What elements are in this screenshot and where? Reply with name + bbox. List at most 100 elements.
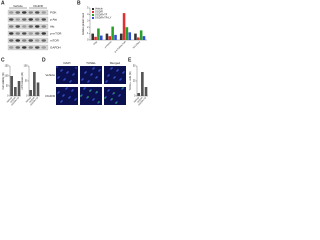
y-tick-label: 0 xyxy=(7,95,9,98)
nucleus xyxy=(72,74,74,76)
x-tick-label: OGD/R xyxy=(10,97,17,104)
nucleus xyxy=(60,70,62,72)
blot-band xyxy=(28,32,33,35)
nucleus xyxy=(89,90,91,92)
nucleus xyxy=(68,97,70,99)
blot-band xyxy=(15,32,20,35)
nucleus xyxy=(113,77,115,79)
blot-band xyxy=(35,18,40,21)
nucleus xyxy=(67,71,69,73)
micrograph xyxy=(104,87,126,105)
x-tick-label: OGD/R xyxy=(29,97,36,104)
bar xyxy=(137,93,141,96)
nucleus xyxy=(92,99,94,101)
bar xyxy=(141,72,144,96)
nucleus xyxy=(66,87,68,89)
micrograph xyxy=(56,87,78,105)
bar xyxy=(128,32,132,40)
x-tick-label: PI3K xyxy=(93,41,98,46)
nucleus xyxy=(80,95,82,97)
nucleus xyxy=(98,101,100,103)
y-tick-label: 3 xyxy=(87,19,89,22)
image-column-label: Merged xyxy=(110,61,121,65)
blot-strip xyxy=(7,23,49,30)
nucleus xyxy=(82,78,84,80)
nucleus xyxy=(114,76,116,78)
bar xyxy=(122,13,126,41)
nucleus xyxy=(66,72,68,74)
x-tick-label: p-Akt/Akt xyxy=(104,40,113,49)
image-column-label: DAPI xyxy=(63,61,70,65)
y-tick-label: 50 xyxy=(25,80,28,83)
nucleus xyxy=(71,90,73,92)
y-axis-label: TUNEL+ cells (%) xyxy=(129,71,132,90)
x-tick-label: OGD/R+TF xyxy=(138,97,148,107)
legend-label: Vehicle xyxy=(95,8,103,11)
nucleus xyxy=(98,70,100,72)
nucleus xyxy=(105,96,107,98)
nucleus xyxy=(83,88,85,90)
nucleus xyxy=(88,80,90,82)
legend-swatch xyxy=(92,14,94,16)
blot-group: OGD/R xyxy=(33,4,44,8)
nucleus xyxy=(86,97,88,99)
nucleus xyxy=(90,74,92,76)
blot-band xyxy=(22,39,27,42)
blot-band xyxy=(41,39,46,42)
nucleus xyxy=(105,81,107,83)
y-tick-label: 0 xyxy=(87,39,89,42)
bar xyxy=(137,37,140,40)
nucleus xyxy=(96,91,98,93)
bar xyxy=(139,30,143,40)
nucleus xyxy=(69,96,71,98)
nucleus xyxy=(56,66,58,68)
nucleus xyxy=(104,97,106,99)
blot-band xyxy=(9,11,14,14)
nucleus xyxy=(65,88,67,90)
nucleus xyxy=(61,69,63,71)
bar xyxy=(108,36,112,40)
nucleus xyxy=(107,90,109,92)
blot-band xyxy=(15,46,20,49)
blot-band xyxy=(28,25,33,28)
bar xyxy=(97,28,100,40)
blot-band xyxy=(35,39,40,42)
nucleus xyxy=(111,98,113,100)
nucleus xyxy=(75,98,77,100)
panel-label: C xyxy=(1,57,5,63)
image-row-label: OGD/R xyxy=(45,94,56,98)
blot-band xyxy=(9,18,14,21)
x-tick-label: Vehicle xyxy=(7,97,14,104)
nucleus xyxy=(106,80,108,82)
nucleus xyxy=(119,79,121,81)
nucleus xyxy=(81,79,83,81)
panel-label: B xyxy=(77,0,81,6)
nucleus xyxy=(87,81,89,83)
nucleus xyxy=(84,87,86,89)
y-tick-label: 100 xyxy=(24,65,29,68)
nucleus xyxy=(110,99,112,101)
blot-strip xyxy=(7,44,49,51)
bar xyxy=(29,90,33,96)
nucleus xyxy=(120,78,122,80)
y-tick-label: 50 xyxy=(6,85,9,88)
blot-band xyxy=(35,32,40,35)
blot-row-label: p-mTOR xyxy=(50,31,62,35)
nucleus xyxy=(112,93,114,95)
nucleus xyxy=(117,69,119,71)
bar xyxy=(144,87,148,96)
nucleus xyxy=(97,102,99,104)
nucleus xyxy=(81,94,83,96)
nucleus xyxy=(58,76,60,78)
blot-band xyxy=(15,39,20,42)
blot-band xyxy=(35,11,40,14)
legend-swatch xyxy=(92,17,94,19)
y-tick-label: 100 xyxy=(5,75,10,78)
nucleus xyxy=(57,92,59,94)
blot-band xyxy=(28,18,33,21)
bar xyxy=(10,76,14,96)
nucleus xyxy=(122,72,124,74)
nucleus xyxy=(60,101,62,103)
blot-row-label: PI3K xyxy=(50,10,57,14)
